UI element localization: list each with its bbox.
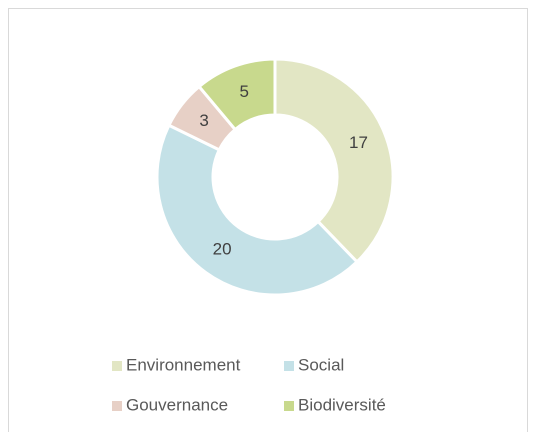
legend-label: Biodiversité [298,395,386,414]
donut-segment [155,123,360,297]
data-label: 20 [213,239,232,258]
data-label: 3 [199,111,208,130]
legend-swatch [112,361,122,371]
legend-swatch [284,401,294,411]
legend-label: Environnement [126,355,241,374]
donut-segment [197,57,277,132]
donut-segment [273,57,395,265]
legend-swatch [112,401,122,411]
data-label: 5 [239,82,248,101]
data-label: 17 [349,133,368,152]
legend-swatch [284,361,294,371]
legend-label: Social [298,355,344,374]
legend-label: Gouvernance [126,395,228,414]
